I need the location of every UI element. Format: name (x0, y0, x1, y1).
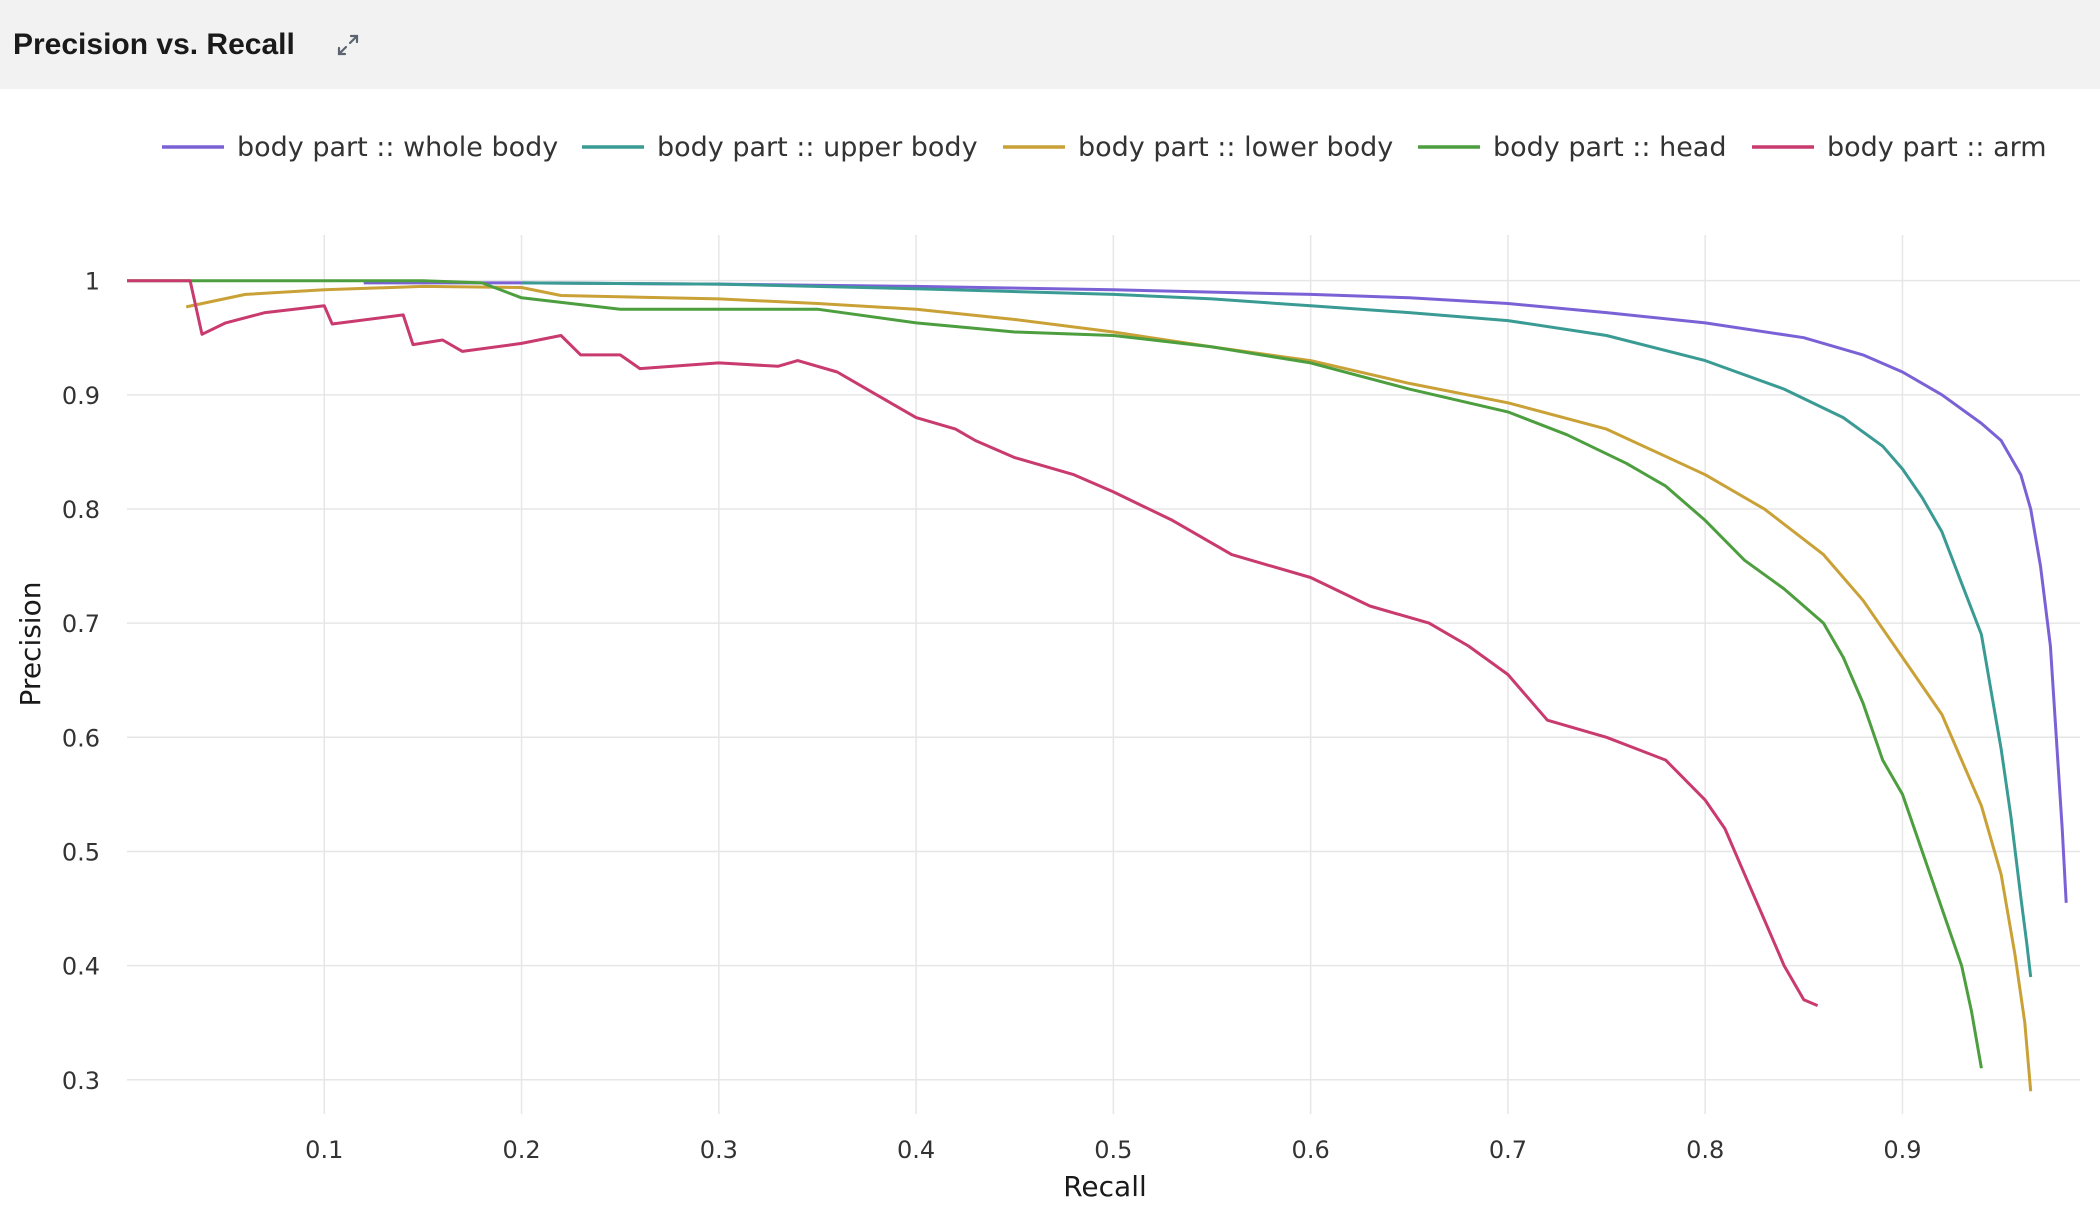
y-axis-ticks: 0.3 0.4 0.5 0.6 0.7 0.8 0.9 1 (62, 268, 100, 1095)
y-axis-label: Precision (14, 582, 47, 707)
legend-label: body part :: arm (1827, 132, 2047, 163)
series-line (127, 279, 1983, 1069)
x-tick-label: 0.1 (305, 1136, 343, 1164)
y-tick-label: 0.9 (62, 382, 100, 410)
x-tick-label: 0.9 (1883, 1136, 1921, 1164)
series-lines (127, 279, 2068, 1092)
x-tick-label: 0.4 (897, 1136, 935, 1164)
series-line (127, 279, 1819, 1007)
precision-recall-chart: 0.1 0.2 0.3 0.4 0.5 0.6 0.7 0.8 0.9 0.3 0.4 0.5 0.6… (14, 132, 2080, 1203)
x-axis-ticks: 0.1 0.2 0.3 0.4 0.5 0.6 0.7 0.8 0.9 (305, 1136, 1921, 1164)
x-tick-label: 0.7 (1489, 1136, 1527, 1164)
x-tick-label: 0.8 (1686, 1136, 1724, 1164)
x-tick-label: 0.5 (1094, 1136, 1132, 1164)
legend: body part :: whole body body part :: uppe… (162, 132, 2047, 163)
chart-header: Precision vs. Recall (0, 0, 2100, 89)
legend-label: body part :: upper body (657, 132, 978, 163)
grid (127, 235, 2080, 1114)
x-tick-label: 0.3 (700, 1136, 738, 1164)
series-line (185, 284, 2033, 1092)
x-axis-label: Recall (1063, 1170, 1147, 1203)
legend-label: body part :: whole body (237, 132, 558, 163)
legend-label: body part :: lower body (1078, 132, 1393, 163)
expand-arrows-icon[interactable] (333, 30, 363, 60)
y-tick-label: 0.8 (62, 496, 100, 524)
chart-area: 0.1 0.2 0.3 0.4 0.5 0.6 0.7 0.8 0.9 0.3 0.4 0.5 0.6… (0, 89, 2100, 1216)
series-line (363, 281, 2068, 903)
y-tick-label: 1 (85, 268, 100, 296)
y-tick-label: 0.4 (62, 953, 100, 981)
y-tick-label: 0.7 (62, 610, 100, 638)
legend-label: body part :: head (1493, 132, 1727, 163)
chart-title: Precision vs. Recall (13, 27, 295, 61)
y-tick-label: 0.5 (62, 838, 100, 866)
y-tick-label: 0.3 (62, 1067, 100, 1095)
x-tick-label: 0.2 (502, 1136, 540, 1164)
y-tick-label: 0.6 (62, 724, 100, 752)
series-line (521, 281, 2033, 978)
x-tick-label: 0.6 (1292, 1136, 1330, 1164)
